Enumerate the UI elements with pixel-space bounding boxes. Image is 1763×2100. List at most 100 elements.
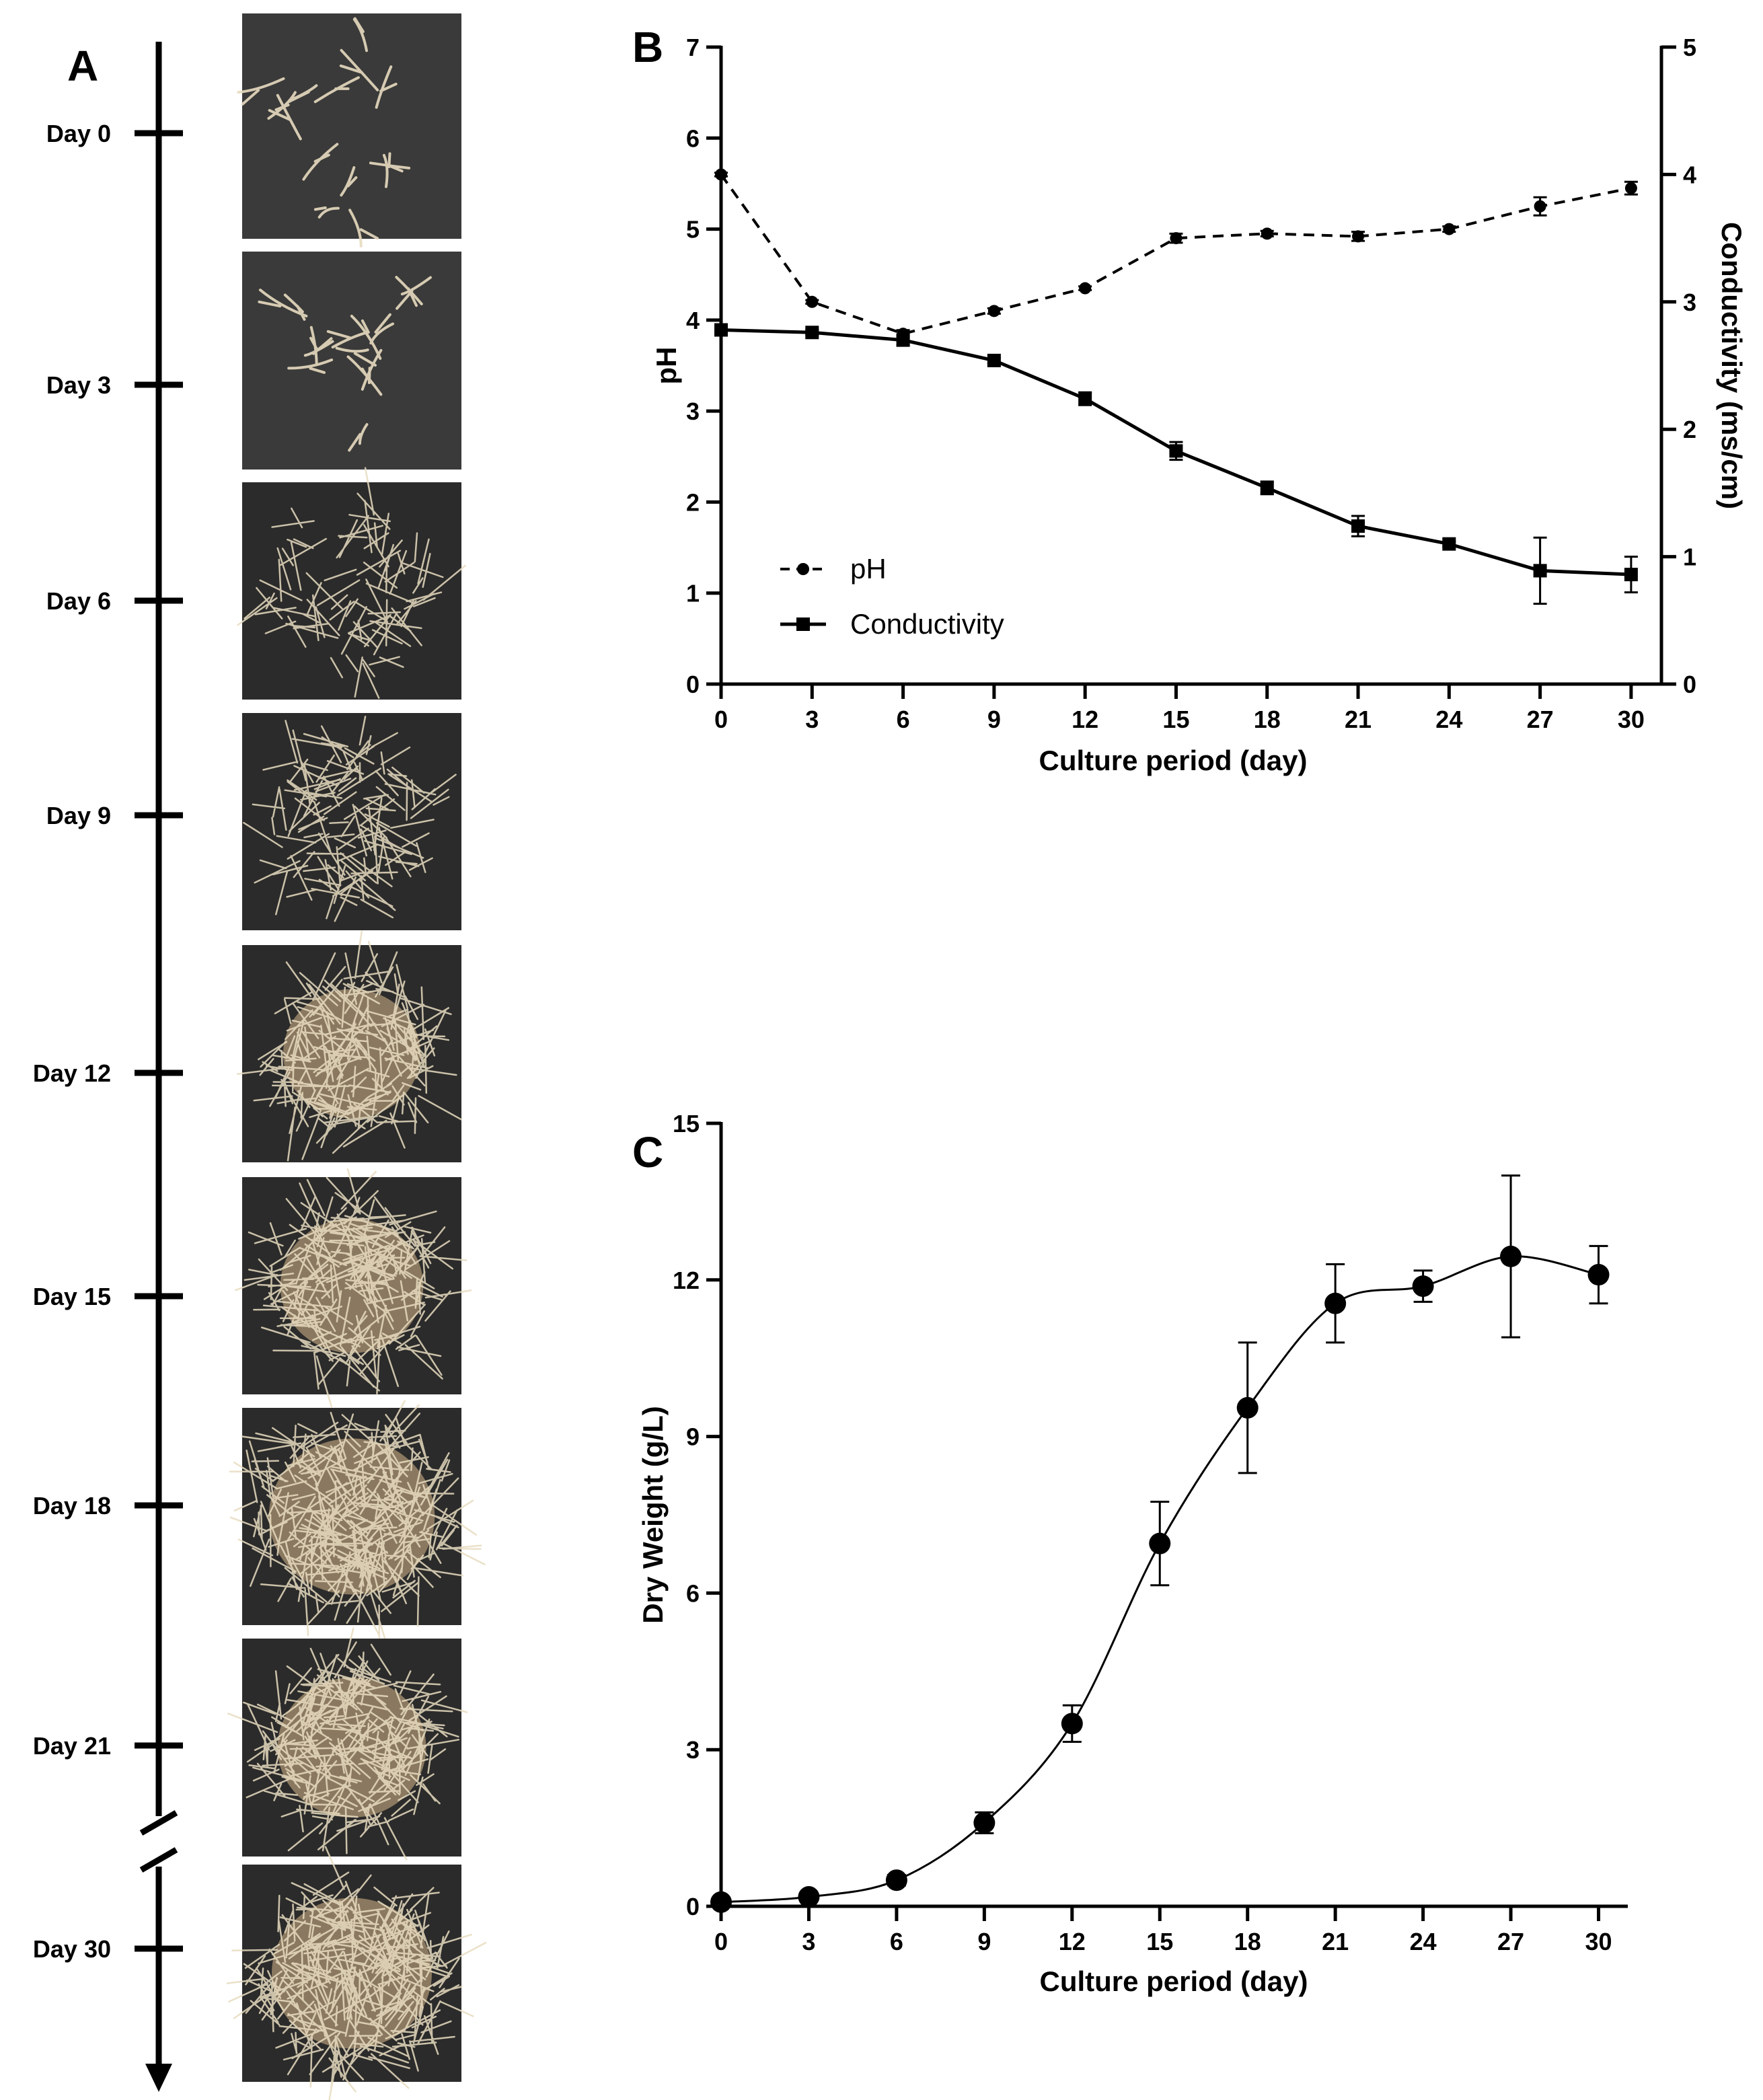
x-tick-label: 21	[1322, 1928, 1349, 1955]
dry-weight-point	[886, 1869, 907, 1891]
legend-conductivity-label: Conductivity	[850, 608, 1004, 640]
y-axis-label-left: pH	[650, 347, 682, 385]
x-tick-label: 18	[1234, 1928, 1261, 1955]
y-tick-label-left: 5	[686, 216, 700, 243]
y-tick-label-left: 4	[686, 307, 700, 334]
ph-point	[1170, 232, 1182, 244]
conductivity-point	[805, 326, 819, 339]
dry-weight-point	[973, 1812, 995, 1834]
y-tick-label: 6	[686, 1579, 700, 1607]
y-tick-label-right: 0	[1683, 671, 1696, 698]
conductivity-point	[714, 323, 728, 336]
day-label: Day 6	[46, 587, 111, 615]
x-tick-label: 0	[714, 1928, 728, 1955]
day-label: Day 15	[33, 1283, 111, 1310]
y-tick-label-left: 3	[686, 398, 700, 425]
dry-weight-point	[1588, 1264, 1610, 1285]
x-tick-label: 6	[897, 706, 910, 733]
root-culture-photo	[242, 713, 461, 930]
x-axis-label: Culture period (day)	[1039, 745, 1307, 776]
root-culture-photo	[237, 932, 461, 1162]
dry-weight-point	[1149, 1533, 1170, 1554]
day-label: Day 9	[46, 802, 111, 829]
dry-weight-point	[710, 1891, 732, 1913]
y-axis-label: Dry Weight (g/L)	[637, 1406, 669, 1624]
conductivity-point	[1534, 564, 1547, 577]
ph-point	[1352, 230, 1364, 242]
x-tick-label: 12	[1072, 706, 1098, 733]
x-tick-label: 30	[1585, 1928, 1612, 1955]
x-axis-label: Culture period (day)	[1039, 1965, 1308, 1997]
x-tick-label: 27	[1497, 1928, 1524, 1955]
ph-point	[1079, 283, 1091, 295]
x-tick-label: 3	[805, 706, 819, 733]
x-tick-label: 6	[890, 1928, 903, 1955]
x-tick-label: 15	[1146, 1928, 1173, 1955]
figure: A Day 0Day 3Day 6Day 9Day 12Day 15Day 18…	[0, 0, 1763, 2100]
ph-point	[806, 296, 818, 308]
day-label: Day 12	[33, 1059, 111, 1087]
ph-point	[1443, 223, 1455, 235]
day-label: Day 3	[46, 371, 111, 399]
conductivity-point	[1078, 392, 1092, 406]
x-tick-label: 12	[1059, 1928, 1086, 1955]
growth-photos	[227, 13, 486, 2100]
x-tick-label: 24	[1435, 706, 1462, 733]
y-tick-label-right: 4	[1683, 161, 1696, 188]
day-label: Day 21	[33, 1732, 111, 1760]
x-tick-label: 3	[802, 1928, 815, 1955]
panel-b-label: B	[632, 23, 663, 71]
dry-weight-point	[1413, 1275, 1434, 1297]
ph-point	[988, 305, 1000, 317]
ph-point	[1534, 200, 1546, 213]
root-culture-photo	[230, 1401, 485, 1644]
legend-ph-marker	[797, 563, 809, 575]
root-culture-photo	[238, 13, 461, 246]
root-culture-photo	[242, 252, 461, 470]
x-tick-label: 27	[1527, 706, 1554, 733]
y-tick-label-right: 3	[1683, 289, 1696, 316]
x-tick-label: 21	[1345, 706, 1372, 733]
panel-c-label: C	[632, 1128, 663, 1176]
conductivity-point	[897, 334, 910, 347]
chart-dry-weight: 0 3 6 9 12 15 0 3 6 9 12 15 18 21 24 27 30 Culture period…	[637, 1110, 1628, 1997]
y-tick-label-right: 1	[1683, 543, 1696, 571]
day-label: Day 0	[46, 120, 111, 147]
x-tick-label: 9	[987, 706, 1001, 733]
ph-point	[1261, 227, 1273, 239]
x-tick-label: 18	[1254, 706, 1281, 733]
conductivity-point	[987, 354, 1001, 367]
y-tick-label: 3	[686, 1736, 700, 1764]
ph-point	[1625, 182, 1637, 194]
y-axis-label-right: Conductivity (ms/cm)	[1716, 222, 1748, 509]
legend: pH Conductivity	[780, 553, 1004, 640]
photo-background	[242, 13, 461, 239]
dry-weight-point	[1500, 1246, 1522, 1267]
panel-a: A Day 0 Day 3 Day 6 Day 9 Day 12 Day 15 Day 18…	[33, 13, 486, 2100]
y-tick-label: 15	[673, 1110, 700, 1137]
root-culture-photo	[238, 468, 465, 700]
dry-weight-point	[1324, 1293, 1346, 1314]
conductivity-point	[1169, 444, 1183, 457]
y-tick-label-left: 1	[686, 580, 700, 607]
dry-weight-point	[1061, 1713, 1083, 1734]
y-tick-label-left: 7	[686, 34, 700, 61]
legend-ph-label: pH	[850, 553, 887, 585]
legend-conductivity-marker	[796, 617, 810, 631]
y-tick-label-left: 6	[686, 124, 700, 152]
x-tick-label: 9	[977, 1928, 991, 1955]
root-culture-photo	[228, 1628, 467, 1860]
root-culture-photo	[227, 1847, 486, 2100]
day-label: Day 30	[33, 1935, 111, 1963]
x-tick-label: 15	[1162, 706, 1189, 733]
dry-weight-point	[1237, 1397, 1259, 1419]
root-culture-photo	[235, 1169, 471, 1407]
x-tick-label: 24	[1410, 1928, 1437, 1955]
conductivity-point	[1261, 481, 1274, 494]
timeline-arrow-icon	[145, 2064, 172, 2092]
panel-a-label: A	[67, 42, 98, 90]
conductivity-point	[1351, 519, 1365, 533]
conductivity-point	[1442, 537, 1456, 551]
